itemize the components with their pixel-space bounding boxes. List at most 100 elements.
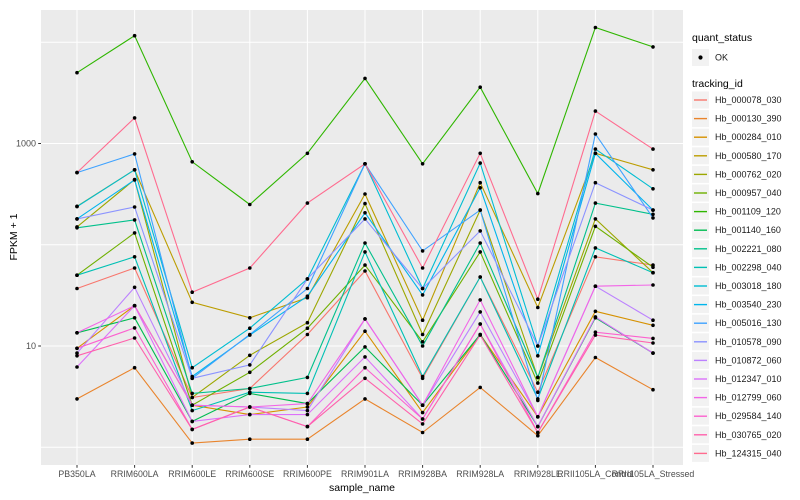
data-point — [132, 254, 137, 259]
data-point — [75, 204, 79, 209]
data-point — [363, 355, 367, 359]
data-point — [593, 330, 598, 335]
data-point — [75, 286, 79, 291]
data-point — [75, 273, 79, 278]
data-point — [132, 326, 137, 330]
data-point — [248, 437, 252, 442]
data-point — [478, 151, 483, 156]
x-tick-label: RRIM600PE — [283, 469, 332, 479]
data-point — [132, 285, 137, 290]
x-tick-label: RRIM928BA — [398, 469, 447, 479]
data-point — [651, 387, 655, 392]
legend-item-label: Hb_010578_090 — [715, 337, 782, 347]
data-point — [75, 226, 79, 230]
x-axis-title: sample_name — [329, 482, 395, 494]
data-point — [478, 180, 483, 185]
data-point — [305, 408, 310, 413]
data-point — [190, 408, 194, 413]
legend-item-label: Hb_030765_020 — [715, 430, 782, 440]
data-point — [305, 424, 310, 429]
data-point — [593, 25, 598, 30]
data-point — [363, 397, 367, 401]
data-point — [305, 405, 310, 409]
legend-item-label: Hb_002298_040 — [715, 262, 782, 272]
data-point — [536, 191, 540, 196]
data-point — [651, 265, 655, 270]
data-point — [190, 365, 194, 370]
legend-item-label: Hb_000957_040 — [715, 188, 782, 198]
data-point — [593, 315, 598, 319]
legend-tracking-id-title: tracking_id — [692, 78, 743, 90]
data-point — [593, 201, 598, 205]
data-point — [363, 263, 367, 267]
legend-item-label: Hb_124315_040 — [715, 448, 782, 458]
data-point — [75, 170, 79, 175]
data-point — [536, 305, 540, 310]
y-tick-label: 10 — [26, 341, 36, 351]
data-point — [651, 212, 655, 217]
data-point — [593, 224, 598, 229]
data-point — [75, 365, 79, 369]
data-point — [190, 427, 194, 432]
data-point — [248, 405, 252, 409]
data-point — [305, 401, 310, 406]
legend-items: Hb_000078_030 Hb_000130_390 Hb_000284_010 H… — [692, 91, 782, 462]
data-point — [363, 345, 367, 349]
data-point — [593, 132, 598, 136]
data-point — [363, 317, 367, 321]
data-point — [248, 370, 252, 375]
data-point — [420, 417, 425, 421]
data-point — [593, 109, 598, 113]
x-tick-label: RRII105LA_Stressed — [612, 469, 695, 479]
data-point — [305, 277, 310, 281]
legend-ok-label: OK — [715, 53, 728, 63]
data-point — [363, 250, 367, 254]
data-point — [363, 376, 367, 381]
data-point — [248, 390, 252, 395]
data-point — [420, 286, 425, 291]
data-point — [420, 403, 425, 408]
data-point — [651, 341, 655, 345]
data-point — [536, 381, 540, 385]
data-point — [248, 386, 252, 391]
data-point — [478, 385, 483, 390]
data-point — [248, 412, 252, 417]
data-point — [305, 320, 310, 325]
data-point — [420, 266, 425, 270]
legend-item-label: Hb_001140_160 — [715, 225, 781, 235]
data-point — [75, 217, 79, 221]
data-point — [593, 333, 598, 337]
data-point — [536, 430, 540, 435]
data-point — [305, 437, 310, 442]
data-point — [478, 250, 483, 254]
data-point — [593, 151, 598, 156]
data-point — [478, 208, 483, 212]
series-points — [75, 25, 655, 445]
legend-item-label: Hb_010872_060 — [715, 355, 782, 365]
y-axis-title: FPKM + 1 — [8, 213, 20, 260]
data-point — [420, 422, 425, 426]
data-point — [478, 161, 483, 165]
data-point — [132, 178, 137, 182]
data-point — [132, 116, 137, 120]
data-point — [305, 326, 310, 331]
legend-item-label: Hb_003540_230 — [715, 300, 782, 310]
data-point — [363, 76, 367, 81]
data-point — [536, 375, 540, 380]
data-point — [420, 340, 425, 344]
data-point — [363, 241, 367, 245]
data-point — [132, 365, 137, 370]
data-point — [593, 254, 598, 259]
axis-tick-labels: 1000 10 PB350LA RRIM600LA RRIM600LE RRIM600SE… — [16, 139, 694, 480]
data-point — [593, 246, 598, 250]
data-point — [132, 316, 137, 320]
data-point — [190, 376, 194, 381]
data-point — [363, 162, 367, 166]
data-point — [420, 249, 425, 253]
legend-item-label: Hb_000078_030 — [715, 95, 782, 105]
legend-item-label: Hb_000284_010 — [715, 132, 782, 142]
data-point — [305, 332, 310, 337]
data-point — [536, 433, 540, 438]
x-tick-label: RRIM928LA — [456, 469, 504, 479]
